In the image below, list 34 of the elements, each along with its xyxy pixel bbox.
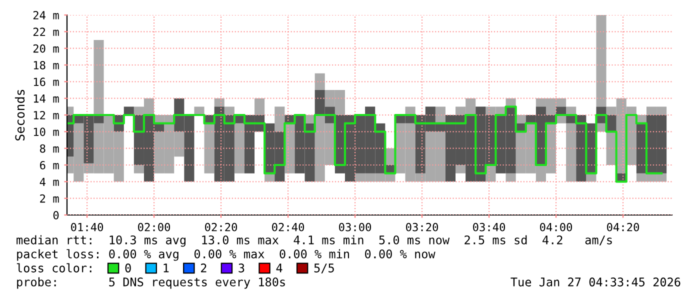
x-tick-label: 02:40	[272, 222, 304, 232]
legend-label: 1	[164, 264, 169, 272]
x-tick-label: 03:20	[406, 222, 438, 232]
y-tick-label: 6 m	[40, 161, 59, 170]
x-tick-label: 04:00	[540, 222, 572, 232]
text: packet loss: 0.00 % avg 0.00 % max 0.00 % min 0.00 % now	[17, 249, 436, 261]
x-tick-label: 02:00	[138, 222, 170, 232]
y-tick-label: 22 m	[33, 28, 59, 36]
legend-label: 0	[125, 264, 131, 272]
x-tick-label: 04:20	[607, 222, 640, 232]
legend-label: 2	[201, 264, 206, 272]
x-tick-label: 03:40	[473, 222, 506, 232]
x-tick-label: 02:20	[205, 222, 238, 232]
y-tick-label: 4 m	[40, 178, 59, 186]
text: loss color:	[16, 263, 92, 272]
y-tick-label: 20 m	[33, 44, 59, 53]
y-tick-label: 16 m	[34, 78, 59, 86]
y-tick-label: 8 m	[40, 144, 59, 153]
y-tick-label: 14 m	[34, 94, 59, 103]
text: median rtt: 10.3 ms avg 13.0 ms max 4.1 ms min 5.0 ms now 2.5 ms sd 4.2 am/s	[16, 235, 612, 247]
y-tick-label: 12 m	[34, 111, 59, 120]
x-tick-label: 03:00	[339, 222, 372, 232]
y-tick-label: 0	[53, 211, 59, 220]
legend-label: 4	[276, 264, 282, 272]
y-tick-label: 24 m	[33, 11, 59, 20]
y-axis-title: Seconds	[14, 90, 25, 140]
legend-label: 3	[238, 264, 244, 272]
y-tick-label: 2 m	[40, 194, 59, 203]
legend-label: 5/5	[314, 264, 334, 274]
y-tick-label: 10 m	[34, 128, 59, 136]
text: Tue Jan 27 04:33:45 2026	[510, 278, 680, 286]
y-tick-label: 18 m	[34, 61, 59, 70]
text: probe: 5 DNS requests every 180s	[17, 277, 285, 289]
x-tick-label: 01:40	[71, 222, 104, 232]
